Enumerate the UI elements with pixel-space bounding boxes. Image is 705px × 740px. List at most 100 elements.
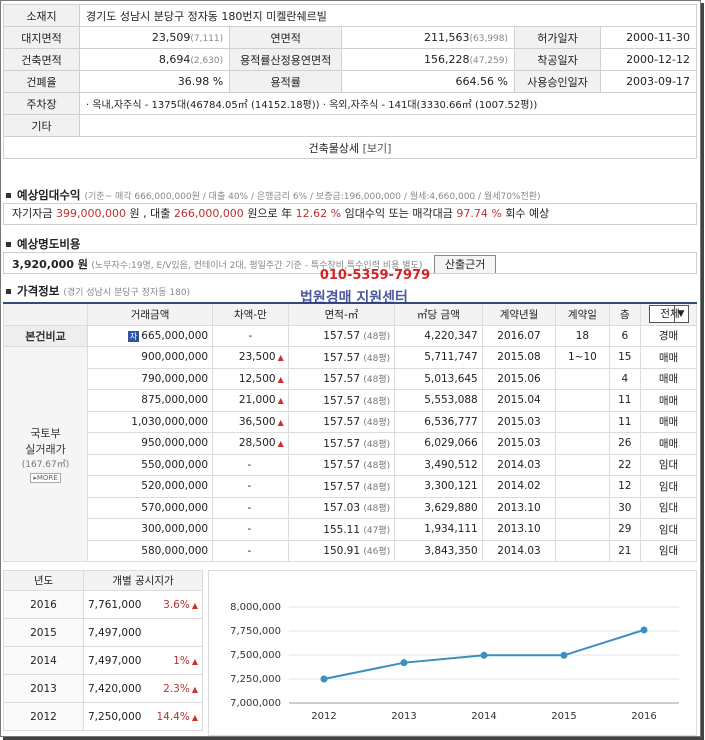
building-detail-link[interactable]: [보기]	[362, 141, 392, 155]
data-point	[560, 651, 568, 659]
land-price-chart-svg: 7,000,000 7,250,000 7,500,000 7,750,000 8,00…	[230, 602, 679, 722]
trade-floor: 12	[608, 475, 642, 498]
x-tick-label: 2014	[471, 711, 496, 722]
building-detail-row: 건축물상세 [보기]	[3, 136, 697, 159]
molit-label: 국토부	[30, 427, 61, 440]
trade-area: 157.57 (48평)	[287, 410, 396, 433]
far-area-label: 용적률산정용연면적	[229, 48, 343, 71]
own-capital: 399,000,000	[55, 207, 126, 220]
molit-area: (167.67㎡)	[21, 460, 70, 470]
trade-floor: 30	[608, 496, 642, 519]
y-tick-label: 7,000,000	[230, 698, 281, 709]
trade-amount: 550,000,000	[86, 453, 214, 476]
approve-date-value: 2003-09-17	[600, 70, 697, 93]
self-type: 경매	[640, 324, 697, 347]
trade-diff: -	[212, 539, 289, 562]
land-price-row: 2013 7,420,000 2.3% ▲	[3, 674, 204, 703]
trade-type: 임대	[640, 539, 697, 562]
trade-unit-price: 5,553,088	[394, 389, 483, 412]
trade-floor: 26	[608, 432, 642, 455]
y-tick-label: 7,500,000	[230, 650, 281, 661]
trade-type: 매매	[640, 432, 697, 455]
transfer-desc: (노무자수:19명, E/V있음, 컨테이너 2대, 평일주간 기준 - 특수장…	[91, 261, 423, 271]
self-area: 157.57 (48평)	[287, 324, 396, 347]
land-price-head-price: 개별 공시지가	[83, 570, 203, 591]
trade-ym: 2014.03	[481, 539, 557, 562]
trade-day: 1~10	[555, 346, 610, 369]
trade-day	[555, 496, 610, 519]
data-point	[320, 675, 328, 683]
permit-date-label: 허가일자	[514, 26, 601, 49]
lease-section-title: 예상임대수익 (기준~ 매각 666,000,000원 / 대출 40% / 은…	[6, 187, 541, 203]
trade-unit-price: 3,300,121	[394, 475, 483, 498]
trade-type: 임대	[640, 496, 697, 519]
trade-ym: 2015.06	[481, 367, 557, 390]
y-tick-label: 8,000,000	[230, 602, 281, 613]
trade-diff: 23,500 ▲	[212, 346, 289, 369]
trade-amount: 300,000,000	[86, 518, 214, 541]
land-price-row: 2016 7,761,000 3.6% ▲	[3, 590, 204, 619]
trade-type: 매매	[640, 346, 697, 369]
trade-unit-price: 6,029,066	[394, 432, 483, 455]
trade-amount: 570,000,000	[86, 496, 214, 519]
y-tick-label: 7,250,000	[230, 674, 281, 685]
trade-amount: 900,000,000	[86, 346, 214, 369]
up-arrow-icon: ▲	[277, 439, 284, 449]
yield-rate: 12.62 %	[295, 207, 342, 220]
price-head-diff: 차액-만	[212, 302, 289, 326]
up-arrow-icon: ▲	[191, 684, 198, 694]
lease-basis: (기준~ 매각 666,000,000원 / 대출 40% / 은행금리 6% …	[84, 192, 541, 202]
price-section-title: 가격정보 (경기 성남시 분당구 정자동 180)	[6, 283, 190, 299]
bcr-value: 36.98 %	[78, 70, 231, 93]
etc-label: 기타	[3, 114, 80, 137]
trade-area: 157.57 (48평)	[287, 367, 396, 390]
trade-type: 매매	[640, 367, 697, 390]
chevron-down-icon: ▼	[673, 306, 688, 323]
land-price-table: 년도 개별 공시지가 2016 7,761,000 3.6% ▲ 2015 7,49…	[3, 570, 204, 731]
price-row: 1,030,000,000 36,500 ▲ 157.57 (48평) 6,536…	[4, 410, 697, 433]
approve-date-label: 사용승인일자	[514, 70, 601, 93]
building-area-label: 건축면적	[3, 48, 80, 71]
trade-day	[555, 475, 610, 498]
land-price-chart: 7,000,000 7,250,000 7,500,000 7,750,000 8,00…	[208, 570, 697, 736]
trade-type: 임대	[640, 518, 697, 541]
far-label: 용적률	[229, 70, 343, 93]
land-price-value: 7,420,000	[83, 674, 150, 703]
more-button[interactable]: ▸MORE	[30, 473, 61, 483]
trade-area: 155.11 (47평)	[287, 518, 396, 541]
trade-diff: 21,000 ▲	[212, 389, 289, 412]
trade-area: 157.57 (48평)	[287, 475, 396, 498]
x-tick-label: 2016	[631, 711, 656, 722]
type-filter-select[interactable]: 전체 ▼	[648, 305, 689, 324]
molit-label-cell: 국토부 실거래가 (167.67㎡) ▸MORE	[3, 346, 88, 562]
calc-basis-button[interactable]: 산출근거	[433, 255, 497, 273]
start-date-value: 2000-12-12	[600, 48, 697, 71]
price-head-amount: 거래금액	[86, 302, 214, 326]
land-price-change: 1% ▲	[149, 646, 204, 675]
trade-ym: 2013.10	[481, 518, 557, 541]
lease-summary: 자기자금 399,000,000 원 , 대출 266,000,000 원으로 …	[3, 203, 697, 225]
land-price-row: 2014 7,497,000 1% ▲	[3, 646, 204, 675]
trade-type: 임대	[640, 453, 697, 476]
loan-amount: 266,000,000	[173, 207, 244, 220]
self-comparison-label: 본건비교	[3, 324, 88, 347]
trade-area: 150.91 (46평)	[287, 539, 396, 562]
trade-area: 157.57 (48평)	[287, 389, 396, 412]
trade-ym: 2015.03	[481, 432, 557, 455]
land-price-year: 2013	[3, 674, 84, 703]
trade-unit-price: 3,843,350	[394, 539, 483, 562]
watermark-name: 법원경매 지원센터	[300, 290, 408, 306]
trade-diff: -	[212, 518, 289, 541]
permit-date-value: 2000-11-30	[600, 26, 697, 49]
trade-diff: -	[212, 475, 289, 498]
land-area-label: 대지면적	[3, 26, 80, 49]
y-tick-label: 7,750,000	[230, 626, 281, 637]
price-head-unit: ㎡당 금액	[394, 302, 483, 326]
price-head-day: 계약일	[555, 302, 610, 326]
self-amount: 자 665,000,000	[86, 324, 214, 347]
price-row: 300,000,000 - 155.11 (47평) 1,934,111 201…	[4, 518, 697, 541]
land-price-row: 2012 7,250,000 14.4% ▲	[3, 702, 204, 731]
up-arrow-icon: ▲	[277, 417, 284, 427]
land-price-value: 7,250,000	[83, 702, 150, 731]
trade-floor: 11	[608, 389, 642, 412]
